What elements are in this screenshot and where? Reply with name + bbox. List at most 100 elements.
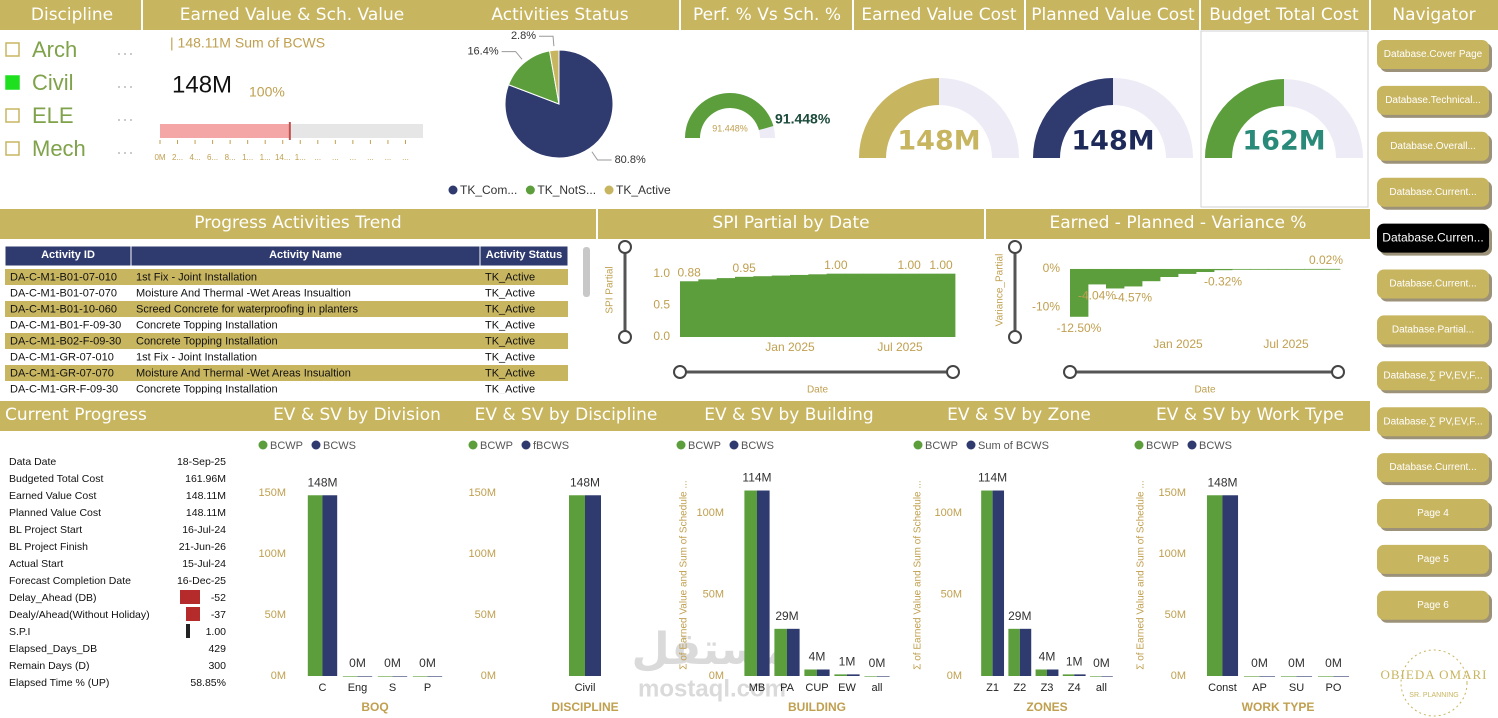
bar	[392, 676, 408, 677]
logo-role: SR. PLANNING	[1409, 692, 1458, 699]
data-label: 0M	[869, 656, 886, 670]
row-value: 429	[208, 643, 226, 655]
scrollbar[interactable]	[583, 247, 590, 297]
data-label: 4M	[1039, 650, 1056, 664]
bar	[834, 674, 847, 676]
column	[863, 273, 883, 337]
dot	[130, 119, 132, 121]
y-tick-label: 0.0	[653, 329, 670, 343]
button-label: Database.Technical...	[1385, 95, 1481, 106]
button-label: Page 5	[1417, 554, 1449, 565]
bullet-bar	[160, 124, 290, 138]
range-slider[interactable]	[1008, 240, 1022, 344]
dot	[124, 119, 126, 121]
column	[1286, 268, 1305, 270]
row-value: 58.85%	[190, 677, 226, 689]
pie-slice	[507, 50, 560, 105]
dot	[124, 152, 126, 154]
column	[845, 273, 864, 337]
nav-button[interactable]: Database.Curren...	[1377, 223, 1492, 256]
legend-swatch	[966, 440, 976, 450]
chart-title: Perf. % Vs Sch. %	[693, 5, 841, 25]
table-cell: TK_Active	[485, 351, 535, 363]
bar	[1101, 676, 1113, 677]
bar	[1243, 676, 1260, 677]
row-value: 16-Jul-24	[182, 524, 226, 536]
y-tick-label: 1.0	[653, 266, 670, 280]
y-tick-label: 0M	[271, 670, 286, 682]
x-tick-label: 1...	[295, 153, 306, 162]
legend-label: Sum of BCWS	[978, 440, 1049, 452]
dot	[130, 152, 132, 154]
nav-button[interactable]: Database.Cover Page	[1377, 40, 1492, 72]
y-tick-label: 150M	[258, 487, 286, 499]
bar	[847, 674, 860, 676]
bar	[877, 676, 890, 677]
nav-button[interactable]: Database.Current...	[1377, 269, 1492, 302]
row-value: 148.11M	[186, 507, 226, 519]
button-label: Database.Current...	[1389, 279, 1476, 290]
button-face	[1377, 315, 1489, 345]
bar	[307, 495, 323, 676]
x-axis-title: Date	[807, 385, 829, 396]
data-bar	[186, 624, 190, 638]
legend-swatch	[311, 440, 321, 450]
column	[881, 273, 901, 337]
button-face	[1377, 223, 1489, 253]
dot	[124, 53, 126, 55]
nav-button[interactable]: Database.∑ PV,EV,F...	[1377, 361, 1492, 394]
column-header: Activity Status	[486, 249, 562, 261]
y-tick-label: 0M	[947, 670, 962, 682]
range-slider[interactable]	[618, 240, 632, 344]
data-label: 148M	[307, 475, 337, 489]
row-label: Remain Days (D)	[9, 660, 90, 672]
header-cell	[479, 245, 569, 267]
column-header: Activity ID	[41, 249, 95, 261]
nav-button[interactable]: Page 6	[1377, 590, 1492, 623]
row-value: 16-Dec-25	[177, 575, 226, 587]
y-tick-label: 50M	[1165, 609, 1186, 621]
table-cell: TK_Active	[485, 303, 535, 315]
chart-title: Earned Value & Sch. Value	[180, 5, 404, 25]
table-row	[5, 365, 568, 381]
bar	[1035, 669, 1047, 676]
y-tick-label: 150M	[468, 487, 496, 499]
button-label: Page 6	[1417, 600, 1449, 611]
nav-button[interactable]: Database.Overall...	[1377, 131, 1492, 164]
chart-title: Planned Value Cost	[1031, 5, 1195, 25]
legend-swatch	[913, 440, 923, 450]
nav-button[interactable]: Database.∑ PV,EV,F...	[1377, 407, 1492, 440]
legend-label: BCWS	[323, 440, 356, 452]
nav-button[interactable]: Database.Technical...	[1377, 85, 1492, 118]
button-face	[1377, 131, 1489, 161]
nav-button[interactable]: Database.Current...	[1377, 177, 1492, 210]
chart-title: EV & SV by Discipline	[475, 405, 658, 425]
bar	[585, 495, 601, 676]
column	[716, 278, 736, 337]
slicer-item[interactable]: ELE	[5, 103, 132, 128]
data-label: -4.57%	[1114, 291, 1152, 305]
nav-button[interactable]: Database.Partial...	[1377, 315, 1492, 348]
row-value: 15-Jul-24	[182, 558, 226, 570]
table-row	[5, 317, 568, 333]
nav-button[interactable]: Page 5	[1377, 544, 1492, 577]
bar	[744, 490, 757, 676]
y-tick-label: 100M	[258, 548, 286, 560]
nav-button[interactable]: Database.Current...	[1377, 453, 1492, 486]
bar	[981, 490, 993, 676]
row-value: 1.00	[206, 626, 227, 638]
slicer-item[interactable]: Arch	[5, 37, 132, 62]
slicer-label: Civil	[32, 70, 74, 95]
table-cell: DA-C-M1-B01-10-060	[10, 303, 117, 315]
nav-button[interactable]: Page 4	[1377, 499, 1492, 531]
legend-swatch	[604, 185, 614, 195]
slicer-item[interactable]: Mech	[5, 136, 132, 161]
slicer-item[interactable]: Civil	[5, 70, 132, 95]
y-tick-label: 100M	[934, 507, 962, 519]
bar	[787, 628, 800, 676]
gauge-label: 148M	[1071, 126, 1154, 157]
x-tick-label: 1...	[242, 153, 253, 162]
range-slider[interactable]	[1063, 365, 1345, 379]
range-slider[interactable]	[673, 365, 960, 379]
button-label: Page 4	[1417, 508, 1449, 519]
